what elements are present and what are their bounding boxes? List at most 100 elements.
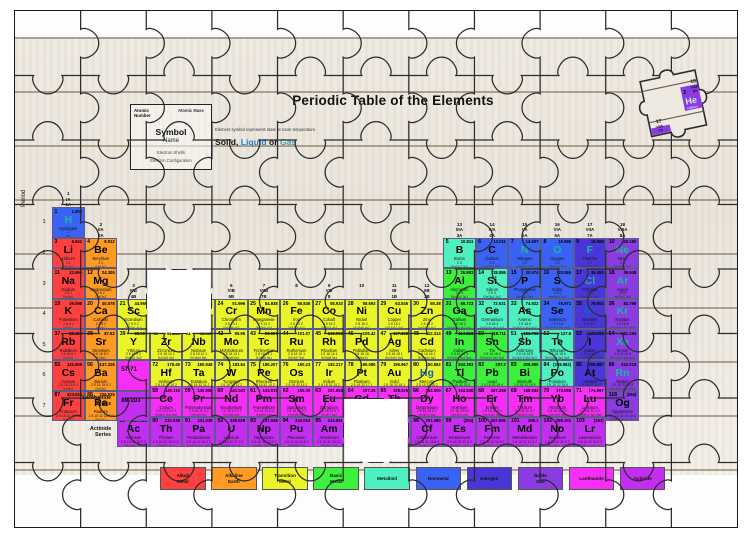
element-cell-Pr[interactable]: 59 140.908 Pr Praseodymium 2 8 18 21 8 2 [Xe]… — [182, 386, 215, 417]
element-cell-Dy[interactable]: 66 162.500 Dy Dysprosium 2 8 18 28 8 2 [Xe]4f… — [410, 386, 444, 417]
element-cell-P[interactable]: 15 30.974 P Phosphorus 2 8 5 [Ne]3s2 3p3 — [508, 268, 541, 299]
element-cell-B[interactable]: 5 10.811 B Boron 2 3 [He]2s2 2p1 — [443, 237, 476, 269]
element-cell-Sr[interactable]: 38 87.62 Sr Strontium 2 8 18 8 2 [Kr]5s2 — [84, 329, 118, 360]
series-placeholder-89-103[interactable]: 89-103 — [117, 390, 150, 422]
element-cell-Si[interactable]: 14 28.086 Si Silicon 2 8 4 [Ne]3s2 3p2 — [475, 268, 509, 299]
element-symbol: Hf — [160, 366, 172, 379]
element-cell-Al[interactable]: 13 26.982 Al Aluminum 2 8 3 [Ne]3s2 3p1 — [443, 268, 476, 299]
element-cell-Lu[interactable]: 71 174.967 Lu Lutetium 2 8 18 32 9 2 [Xe]4f14… — [573, 386, 607, 417]
element-cell-Ag[interactable]: 47 107.868 Ag Silver 2 8 18 18 1 [Kr]4d10 5s1 — [378, 329, 411, 360]
element-cell-Ge[interactable]: 32 72.631 Ge Germanium 2 8 18 4 [Ar]3d10 4s2 … — [475, 298, 509, 330]
element-cell-Ba[interactable]: 56 137.328 Ba Barium 2 8 18 18 8 2 [Xe]6s2 — [84, 360, 118, 391]
element-cell-Ru[interactable]: 44 101.07 Ru Ruthenium 2 8 18 15 1 [Kr]4d7 5s… — [280, 329, 313, 360]
element-cell-In[interactable]: 49 114.818 In Indium 2 8 18 18 3 [Kr]4d10 5s2… — [443, 329, 476, 360]
legend-item-basic-metal[interactable]: Basic Metal — [313, 467, 359, 490]
element-cell-Lr[interactable]: 103 (262) Lr Lawrencium 2 8 18 32 32 9 2 [Rn]… — [573, 416, 607, 448]
element-cell-Sn[interactable]: 50 118.711 Sn Tin 2 8 18 18 4 [Kr]4d10 5s2 5p… — [475, 329, 509, 360]
element-cell-Np[interactable]: 93 237.048 Np Neptunium 2 8 18 32 22 9 2 [Rn]… — [247, 416, 281, 448]
element-cell-Mg[interactable]: 12 24.305 Mg Magnesium 2 8 2 [Ne]3s2 — [84, 268, 118, 299]
element-cell-Yb[interactable]: 70 173.055 Yb Ytterbium 2 8 18 32 8 2 [Xe]4f1… — [541, 386, 574, 417]
element-cell-Te[interactable]: 52 127.6 Te Tellurium 2 8 18 18 6 [Kr]4d10 5s… — [541, 329, 574, 360]
element-cell-I[interactable]: 53 126.904 I Iodine 2 8 18 18 7 [Kr]4d10 5s2 … — [573, 329, 607, 360]
legend-item-metalloid[interactable]: Metalloid — [364, 467, 410, 490]
element-cell-Cl[interactable]: 17 35.453 Cl Chlorine 2 8 7 [Ne]3s2 3p5 — [573, 268, 607, 299]
element-cell-Ni[interactable]: 28 58.693 Ni Nickel 2 8 16 2 [Ar]3d8 4s2 — [345, 298, 378, 330]
element-cell-U[interactable]: 92 238.029 U Uranium 2 8 18 32 21 9 2 [Rn]5f3… — [215, 416, 248, 448]
element-cell-O[interactable]: 8 15.999 O Oxygen 2 6 [He]2s2 2p4 — [541, 237, 574, 269]
jigsaw-board[interactable]: Periodic Table of the Elements Atomic Nu… — [14, 10, 738, 528]
element-cell-H[interactable]: 1 1.008 H Hydrogen 1 1s1 — [52, 207, 85, 238]
element-cell-Pd[interactable]: 46 106.42 Pd Palladium 2 8 18 18 [Kr]4d10 — [345, 329, 378, 360]
element-cell-Cd[interactable]: 48 112.414 Cd Cadmium 2 8 18 18 2 [Kr]4d10 5s… — [410, 329, 444, 360]
element-cell-Fe[interactable]: 26 55.845 Fe Iron 2 8 14 2 [Ar]3d6 4s2 — [280, 298, 313, 330]
element-cell-Md[interactable]: 101 258.1 Md Mendelevium 2 8 18 32 31 8 2 [Rn… — [508, 416, 541, 448]
element-cell-Zr[interactable]: 40 91.224 Zr Zirconium 2 8 18 10 2 [Kr]4d2 5s… — [149, 329, 183, 360]
atomic-number: 29 — [380, 300, 387, 307]
element-cell-Fm[interactable]: 100 257.095 Fm Fermium 2 8 18 32 30 8 2 [Rn]5… — [475, 416, 509, 448]
element-cell-Li[interactable]: 3 6.941 Li Lithium 2 1 [He]2s1 — [52, 237, 85, 269]
element-cell-Y[interactable]: 39 88.906 Y Yttrium 2 8 18 9 2 [Kr]4d1 5s2 — [117, 329, 150, 360]
element-cell-Ce[interactable]: 58 140.116 Ce Cerium 2 8 18 19 9 2 [Xe]4f1 5d… — [149, 386, 183, 417]
legend-item-alkaline-earth[interactable]: Alkaline Earth — [211, 467, 257, 490]
element-cell-As[interactable]: 33 74.922 As Arsenic 2 8 18 5 [Ar]3d10 4s2 4p… — [508, 298, 541, 330]
element-cell-Tc[interactable]: 43 98.907 Tc Technetium 2 8 18 14 1 [Kr]4d6 5… — [247, 329, 281, 360]
element-cell-No[interactable]: 102 259.101 No Nobelium 2 8 18 32 32 8 2 [Rn]… — [541, 416, 574, 448]
legend-item-actinide[interactable]: Actinide — [619, 467, 666, 490]
element-cell-Cr[interactable]: 24 51.996 Cr Chromium 2 8 13 1 [Ar]3d5 4s1 — [215, 298, 248, 330]
element-cell-Pm[interactable]: 61 144.915 Pm Promethium 2 8 18 23 8 2 [Xe]4f… — [247, 386, 281, 417]
element-cell-C[interactable]: 6 12.011 C Carbon 2 4 [He]2s2 2p2 — [475, 237, 509, 269]
element-cell-Nd[interactable]: 60 144.243 Nd Neodymium 2 8 18 22 8 2 [Xe]4f4… — [215, 386, 248, 417]
element-cell-K[interactable]: 19 39.098 K Potassium 2 8 8 1 [Ar]4s1 — [52, 298, 85, 330]
element-cell-Sc[interactable]: 21 44.956 Sc Scandium 2 8 9 2 [Ar]3d1 4s2 — [117, 298, 150, 330]
element-cell-Rh[interactable]: 45 102.906 Rh Rhodium 2 8 18 16 1 [Kr]4d8 5s1 — [312, 329, 346, 360]
element-cell-Co[interactable]: 27 58.933 Co Cobalt 2 8 15 2 [Ar]3d7 4s2 — [312, 298, 346, 330]
element-cell-Es[interactable]: 99 (254) Es Einsteinium 2 8 18 32 29 8 2 [Rn]… — [443, 416, 476, 448]
group-header-16: 16 VIA 6A — [553, 221, 561, 238]
element-cell-Rn[interactable]: 86 222.018 Rn Radon 2 8 18 32 18 8 [Xe]4f14 5… — [606, 360, 639, 391]
element-cell-Sb[interactable]: 51 121.760 Sb Antimony 2 8 18 18 5 [Kr]4d10 5… — [508, 329, 541, 360]
element-cell-Nb[interactable]: 41 92.906 Nb Niobium 2 8 18 12 1 [Kr]4d4 5s1 — [182, 329, 215, 360]
atomic-number: 101 — [510, 418, 520, 425]
element-cell-Ga[interactable]: 31 69.723 Ga Gallium 2 8 18 3 [Ar]3d10 4s2 4p… — [443, 298, 476, 330]
group-header-1: 1 IA 1A — [65, 191, 72, 208]
legend-item-alkali-metal[interactable]: Alkali Metal — [160, 467, 206, 490]
element-cell-Mn[interactable]: 25 54.938 Mn Manganese 2 8 13 2 [Ar]3d5 4s2 — [247, 298, 281, 330]
element-cell-Zn[interactable]: 30 65.38 Zn Zinc 2 8 18 2 [Ar]3d10 4s2 — [410, 298, 444, 330]
legend-item-transition-metal[interactable]: Transition Metal — [262, 467, 308, 490]
element-cell-Br[interactable]: 35 79.904 Br Bromine 2 8 18 7 [Ar]3d10 4s2 4p… — [573, 298, 607, 330]
atomic-number: 86 — [608, 361, 615, 368]
element-cell-Se[interactable]: 34 78.971 Se Selenium 2 8 18 6 [Ar]3d10 4s2 4… — [541, 298, 574, 330]
element-cell-Na[interactable]: 11 22.990 Na Sodium 2 8 1 [Ne]3s1 — [52, 268, 85, 299]
element-cell-Rb[interactable]: 37 85.468 Rb Rubidium 2 8 18 8 1 [Kr]5s1 — [52, 329, 85, 360]
element-cell-Kr[interactable]: 36 83.798 Kr Krypton 2 8 18 8 [Ar]3d10 4s2 4p… — [606, 298, 639, 330]
legend-item-lanthanide[interactable]: Lanthanide — [568, 467, 615, 490]
legend-item-halogen[interactable]: Halogen — [466, 467, 513, 490]
element-cell-Cs[interactable]: 55 132.905 Cs Cesium 2 8 18 18 8 1 [Xe]6s1 — [52, 360, 85, 391]
element-cell-Sm[interactable]: 62 150.36 Sm Samarium 2 8 18 24 8 2 [Xe]4f6 6… — [280, 386, 313, 417]
element-cell-N[interactable]: 7 14.007 N Nitrogen 2 5 [He]2s2 2p3 — [508, 237, 541, 269]
legend-item-noble-gas[interactable]: Noble Gas — [517, 467, 564, 490]
element-cell-Be[interactable]: 4 9.012 Be Beryllium 2 2 [He]2s2 — [84, 237, 118, 269]
element-cell-F[interactable]: 9 18.998 F Fluorine 2 7 [He]2s2 2p5 — [573, 237, 607, 269]
element-cell-Th[interactable]: 90 232.038 Th Thorium 2 8 18 32 18 10 2 [Rn]6… — [149, 416, 183, 448]
element-cell-Er[interactable]: 68 167.259 Er Erbium 2 8 18 30 8 2 [Xe]4f12 6… — [475, 386, 509, 417]
element-cell-Ne[interactable]: 10 20.180 Ne Neon 2 8 [He]2s2 2p6 — [606, 237, 639, 269]
element-cell-Ar[interactable]: 18 39.948 Ar Argon 2 8 8 [Ne]3s2 3p6 — [606, 268, 639, 299]
element-cell-Cu[interactable]: 29 63.546 Cu Copper 2 8 18 1 [Ar]3d10 4s1 — [378, 298, 411, 330]
element-cell-Am[interactable]: 95 243.061 Am Americium 2 8 18 32 25 8 2 [Rn]… — [312, 416, 346, 448]
element-cell-Eu[interactable]: 63 151.964 Eu Europium 2 8 18 25 8 2 [Xe]4f7 … — [312, 386, 346, 417]
element-cell-Og[interactable]: 118 (294) Og Oganesson 2 8 18 32 32 18 8 [Rn]… — [606, 390, 639, 422]
element-cell-Pa[interactable]: 91 231.036 Pa Protactinium 2 8 18 32 20 9 2[… — [182, 416, 215, 448]
element-cell-Xe[interactable]: 54 131.294 Xe Xenon 2 8 18 18 8 [Kr]4d10 5s2 … — [606, 329, 639, 360]
element-cell-Mo[interactable]: 42 95.95 Mo Molybdenum 2 8 18 13 1 [Kr]4d5 5s… — [215, 329, 248, 360]
legend-item-nonmetal[interactable]: Nonmetal — [415, 467, 461, 490]
element-cell-Ca[interactable]: 20 40.078 Ca Calcium 2 8 8 2 [Ar]4s2 — [84, 298, 118, 330]
series-placeholder-57-71[interactable]: 57-71 — [117, 360, 150, 391]
element-cell-Cf[interactable]: 98 251.080 Cf Californium 2 8 18 32 28 8 2 [R… — [410, 416, 444, 448]
element-cell-S[interactable]: 16 32.065 S Sulfur 2 8 6 [Ne]3s2 3p4 — [541, 268, 574, 299]
element-cell-Ho[interactable]: 67 164.930 Ho Holmium 2 8 18 29 8 2 [Xe]4f11 … — [443, 386, 476, 417]
element-cell-Tm[interactable]: 69 168.934 Tm Thulium 2 8 18 31 8 2 [Xe]4f13 … — [508, 386, 541, 417]
element-cell-Pu[interactable]: 94 244.064 Pu Plutonium 2 8 18 32 24 8 2 [Rn]… — [280, 416, 313, 448]
